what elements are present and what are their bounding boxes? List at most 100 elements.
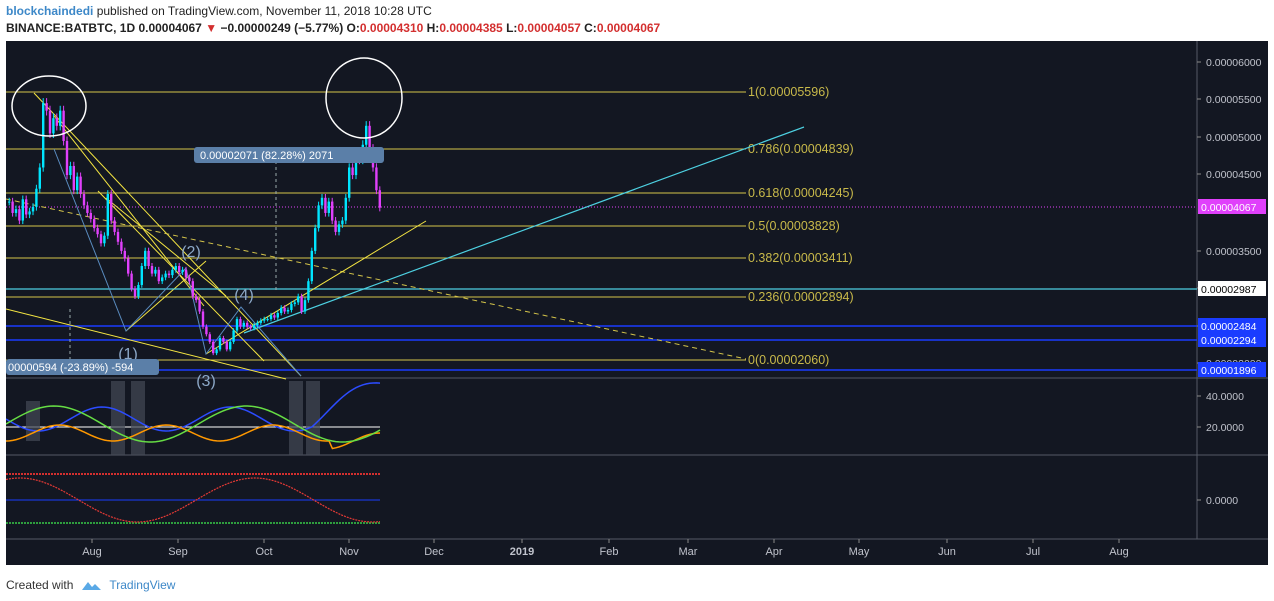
candle-body (110, 194, 113, 221)
symbol-label: BINANCE:BATBTC, 1D (6, 21, 136, 35)
candle-body (307, 281, 310, 301)
price-label-text: 0.00002987 (1201, 284, 1257, 296)
candle-body (198, 300, 201, 312)
candle-body (334, 220, 337, 232)
candle-body (154, 269, 157, 274)
candle-body (52, 118, 55, 134)
candle-body (297, 296, 300, 303)
candle-body (337, 224, 341, 232)
candle-body (147, 250, 150, 267)
candle-body (320, 197, 324, 206)
candle-body (263, 319, 266, 321)
high-value: 0.00004385 (439, 21, 503, 35)
candle-body (276, 313, 279, 318)
candle-body (89, 212, 92, 220)
candle-body (79, 176, 82, 195)
price-axis-label: 0.00003500 (1206, 246, 1262, 258)
candle-body (69, 165, 72, 176)
candle-body (314, 228, 317, 251)
low-label: L: (506, 21, 518, 35)
candle-body (11, 201, 14, 213)
candle-body (31, 206, 35, 212)
candle-body (82, 194, 86, 206)
candle-body (127, 258, 130, 274)
candle-body (249, 326, 252, 329)
price-label-box (1198, 362, 1266, 377)
fib-level-label: 0.786(0.00004839) (748, 142, 854, 156)
candle-body (55, 118, 58, 126)
price-label-box (1198, 332, 1266, 347)
author-link[interactable]: blockchaindedi (6, 4, 94, 18)
time-axis-label: Feb (600, 546, 619, 558)
low-value: 0.00004057 (517, 21, 581, 35)
candle-body (354, 152, 358, 176)
candle-body (303, 300, 307, 312)
time-axis-label: Mar (679, 546, 698, 558)
elliott-wave-path (53, 148, 302, 377)
candle-body (252, 325, 256, 329)
candle-body (150, 266, 154, 274)
candle-body (239, 319, 242, 327)
candle-body (222, 338, 225, 342)
candle-body (144, 250, 147, 267)
chart-header: blockchaindedi published on TradingView.… (6, 3, 1268, 39)
candle-body (157, 269, 160, 282)
price-label-text: 0.00002294 (1201, 335, 1257, 347)
price-axis-label: 0.00006000 (1206, 57, 1262, 69)
time-axis-label: Aug (1109, 546, 1129, 558)
candle-body (184, 269, 188, 278)
price-chart[interactable]: Aug Sep Oct Nov Dec 2019 Feb Mar Apr May Jun Jul Aug… (6, 41, 1268, 565)
candle-body (225, 341, 228, 350)
price-axis-label: 0.00005500 (1206, 94, 1262, 106)
oscillator-line (6, 477, 381, 523)
candle-body (59, 110, 62, 126)
measure-up-box (194, 147, 384, 163)
candle-body (195, 296, 198, 301)
price-change: −0.00000249 (−5.77%) (220, 21, 344, 35)
candle-body (331, 201, 334, 221)
candle-body (201, 311, 205, 327)
candle-body (103, 235, 106, 244)
fib-level-label: 0.382(0.00003411) (748, 251, 853, 265)
candle-body (191, 281, 194, 297)
candle-body (351, 167, 354, 176)
candle-body (229, 341, 232, 350)
candle-body (310, 250, 313, 282)
high-label: H: (426, 21, 440, 35)
down-arrow-icon: ▼ (205, 21, 218, 35)
fib-level-label: 1(0.00005596) (748, 85, 829, 99)
candle-body (99, 234, 103, 244)
candle-body (286, 309, 290, 312)
trend-line (205, 220, 427, 355)
chart-area[interactable]: Aug Sep Oct Nov Dec 2019 Feb Mar Apr May Jun Jul Aug… (6, 41, 1268, 565)
close-label: C: (584, 21, 597, 35)
candle-body (113, 220, 116, 232)
candle-body (188, 277, 191, 282)
trend-line (6, 308, 287, 380)
candle-body (171, 269, 174, 276)
ohlc-line: BINANCE:BATBTC, 1D 0.00004067 ▼ −0.00000… (6, 21, 660, 35)
candle-body (72, 165, 75, 191)
footer: Created with TradingView (6, 576, 175, 594)
candle-body (38, 167, 41, 189)
cyan-trend-line (243, 126, 805, 334)
open-value: 0.00004310 (359, 21, 424, 35)
candle-body (256, 322, 259, 326)
tradingview-link[interactable]: TradingView (109, 578, 176, 592)
wave-label: (2) (181, 244, 201, 261)
candle-body (8, 201, 11, 203)
candle-body (161, 277, 164, 282)
candle-body (164, 273, 167, 278)
indicator-axis-label: 40.0000 (1206, 391, 1244, 403)
candle-body (133, 288, 137, 297)
time-axis-label: Jun (938, 546, 956, 558)
candle-body (283, 307, 286, 312)
candle-body (140, 266, 143, 285)
candle-body (93, 219, 96, 229)
candle-body (300, 296, 303, 312)
candle-body (215, 349, 218, 354)
indicator-axis-label: 0.0000 (1206, 495, 1238, 507)
wave-label: (4) (234, 287, 254, 304)
measure-up-label: 0.00002071 (82.28%) 2071 (200, 150, 333, 162)
price-axis-label: 0.00005000 (1206, 132, 1262, 144)
